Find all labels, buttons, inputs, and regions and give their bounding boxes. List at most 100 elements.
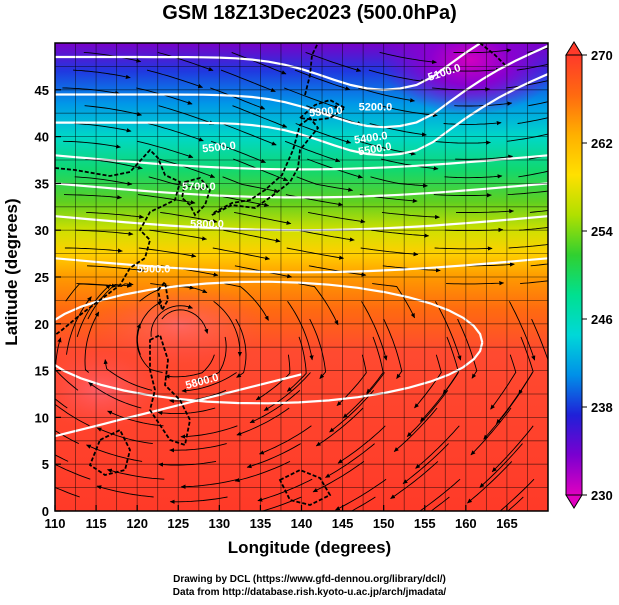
streamline [383,318,403,379]
contour-label: 5900.0 [137,263,171,275]
x-tick-label: 150 [373,516,395,531]
streamline [235,318,247,378]
streamline [258,425,312,455]
streamline [55,454,69,462]
streamline [453,48,512,54]
streamline [180,478,239,489]
streamline [372,283,416,319]
streamline [393,407,438,452]
coast-taiwan [157,279,169,313]
streamline [55,398,68,409]
streamline [221,123,277,146]
streamline [64,247,123,253]
streamline [87,283,132,320]
streamline [432,140,491,145]
streamline [381,158,439,171]
coast-borneo [88,428,131,476]
streamline [150,304,194,337]
streamline [55,486,80,498]
streamline [528,101,548,107]
coast-hokkaido [297,99,347,121]
x-tick-label: 125 [167,516,189,531]
streamline [232,105,288,128]
streamline [213,300,243,357]
colorbar-tick-label: 230 [591,488,613,503]
streamline [224,283,269,321]
x-tick-label: 165 [496,516,518,531]
x-tick-label: 160 [455,516,477,531]
streamline [490,354,517,410]
y-tick-label: 35 [35,176,49,191]
streamline [63,140,121,149]
colorbar-bottom-arrow [565,494,583,509]
streamline [158,460,217,467]
streamline [315,407,364,447]
streamline [516,63,548,71]
y-tick-label: 40 [35,130,49,145]
x-tick-label: 135 [250,516,272,531]
coast-japan [211,116,320,216]
y-axis-label: Latitude (degrees) [2,198,21,346]
streamline [305,51,362,72]
coast-sakhalin [304,43,319,96]
streamline [414,354,442,409]
streamline [380,105,438,118]
streamline [287,301,314,361]
colorbar-tick-label: 246 [591,312,613,327]
streamline [55,403,90,427]
streamline [210,140,266,163]
streamline [433,193,492,198]
streamline [499,478,535,511]
contour-label: 5500.0 [202,140,237,155]
x-tick-label: 155 [414,516,436,531]
streamline [530,263,548,267]
streamline [443,120,502,126]
x-tick-label: 130 [208,516,230,531]
streamline [86,265,145,273]
streamline [390,461,439,499]
streamline [103,359,153,391]
streamline [157,51,214,72]
streamline [231,51,287,75]
streamline [467,461,513,504]
cold-low [380,43,548,115]
x-axis-label: Longitude (degrees) [227,538,392,557]
contour-label: 5400.0 [353,130,388,147]
colorbar-top-arrow [565,41,583,56]
streamline [194,336,227,382]
streamline [284,140,341,163]
streamline [180,425,238,439]
y-tick-label: 10 [35,410,49,425]
streamline [160,211,218,224]
streamline [415,425,460,469]
streamline [137,140,194,159]
colorbar-tick-label: 238 [591,400,613,415]
streamline [470,407,512,456]
streamline [297,229,355,242]
streamline [454,101,513,107]
streamline [337,425,386,464]
colorbar: 230 238 246 254 262 270 [565,41,613,509]
streamline [63,194,123,200]
colorbar-ticks: 230 238 246 254 262 270 [582,48,613,503]
streamline [529,210,548,213]
streamline [181,372,237,393]
streamline [518,170,548,178]
streamline [284,87,340,109]
streamline [74,176,133,186]
streamline [147,123,204,142]
streamline [55,429,79,445]
streamline [84,311,100,373]
streamline [136,301,163,355]
coast-korea [181,176,212,217]
credit-drawing: Drawing by DCL (https://www.gfd-dennou.o… [173,574,446,585]
contour-label: 5800.0 [190,218,224,230]
contour-label: 5200.0 [359,101,393,113]
streamline [222,176,280,193]
streamline [507,190,548,196]
credit-data: Data from http://database.rish.kyoto-u.a… [172,587,447,598]
x-tick-label: 140 [291,516,313,531]
y-tick-label: 5 [42,457,49,472]
streamline [325,443,375,478]
streamline [406,390,449,437]
